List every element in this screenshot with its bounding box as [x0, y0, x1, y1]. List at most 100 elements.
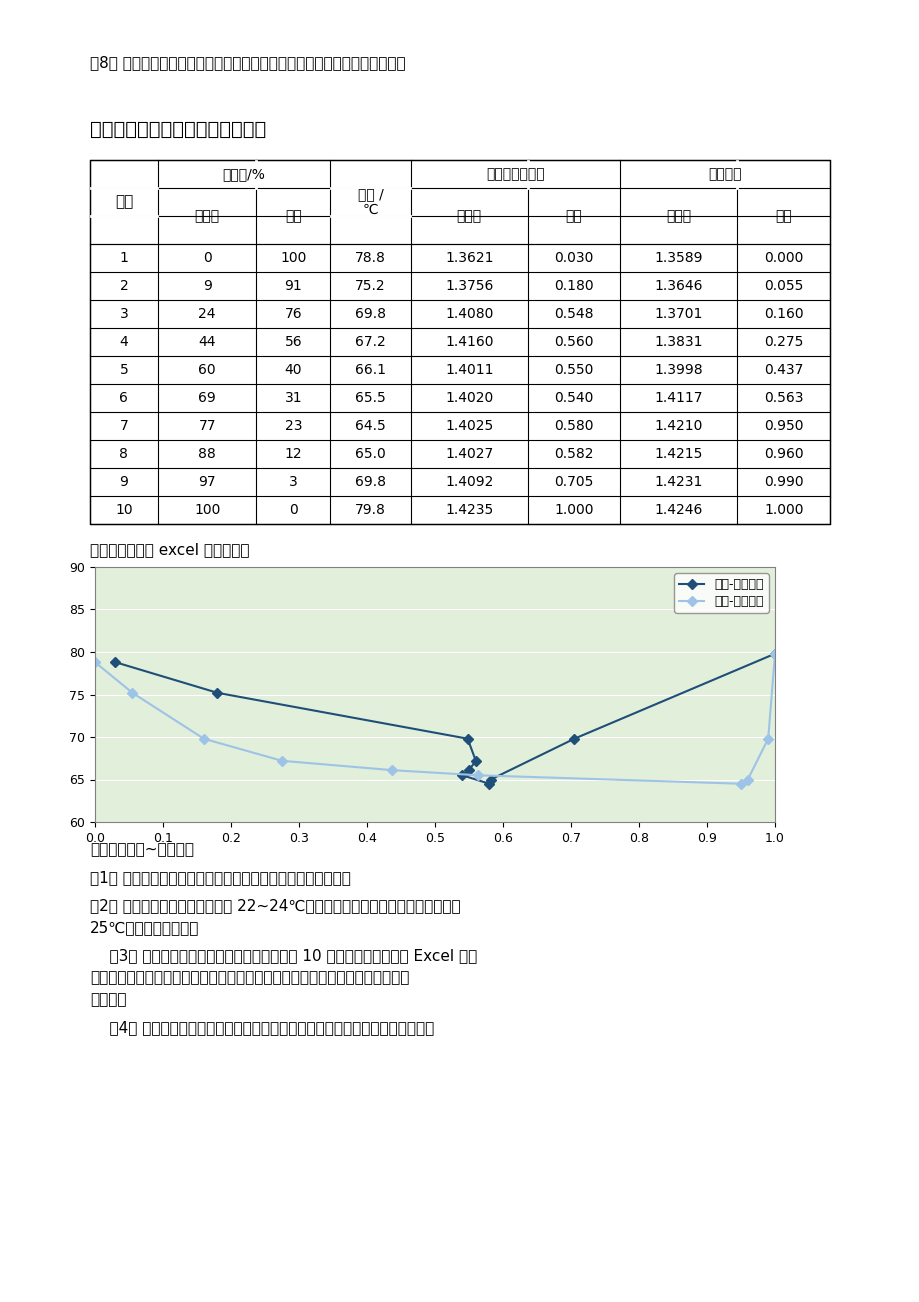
Text: 24: 24: [199, 307, 216, 322]
Text: 75.2: 75.2: [355, 279, 385, 293]
Text: 0.705: 0.705: [554, 475, 593, 490]
Text: 91: 91: [284, 279, 302, 293]
Text: 88: 88: [199, 447, 216, 461]
Text: 1.4080: 1.4080: [445, 307, 493, 322]
Text: （8） 用同样的方法，测定其他沸点仪中的溶液沸点、馏液和母液的折光率。: （8） 用同样的方法，测定其他沸点仪中的溶液沸点、馏液和母液的折光率。: [90, 55, 405, 70]
沸点-液相组成: [471, 767, 482, 783]
Text: 1.000: 1.000: [763, 503, 802, 517]
Text: 64.5: 64.5: [355, 419, 386, 434]
Text: 5: 5: [119, 363, 128, 378]
Text: 8: 8: [119, 447, 129, 461]
Text: 乙醇: 乙醇: [285, 210, 301, 223]
Line: 沸点-液相组成: 沸点-液相组成: [91, 650, 777, 788]
沸点-气相组成: [483, 776, 494, 792]
Text: 1.3831: 1.3831: [654, 335, 702, 349]
Text: 69.8: 69.8: [355, 475, 386, 490]
Text: 69.8: 69.8: [355, 307, 386, 322]
Bar: [90, 160, 829, 523]
沸点-液相组成: [742, 772, 753, 788]
沸点-液相组成: [762, 730, 773, 746]
沸点-液相组成: [127, 685, 138, 700]
Text: 66.1: 66.1: [355, 363, 386, 378]
Text: 2: 2: [119, 279, 128, 293]
Text: 折光率: 折光率: [456, 210, 482, 223]
Text: 67.2: 67.2: [355, 335, 386, 349]
Text: 1.3646: 1.3646: [654, 279, 702, 293]
Text: 9: 9: [202, 279, 211, 293]
Text: 25℃时的数据为基准。: 25℃时的数据为基准。: [90, 921, 199, 935]
Text: 10: 10: [115, 503, 132, 517]
沸点-液相组成: [89, 655, 100, 671]
Text: 76: 76: [284, 307, 302, 322]
Text: 0.990: 0.990: [763, 475, 802, 490]
Text: （1） 实验中气压与标准大气压不等，配制溶液时浓度不精确。: （1） 实验中气压与标准大气压不等，配制溶液时浓度不精确。: [90, 870, 350, 885]
Text: 56: 56: [284, 335, 302, 349]
Text: 1: 1: [119, 251, 129, 266]
Text: 1.3998: 1.3998: [654, 363, 702, 378]
Text: 1.4092: 1.4092: [445, 475, 493, 490]
Text: 7: 7: [119, 419, 128, 434]
Text: 行相连。: 行相连。: [90, 992, 127, 1006]
Text: 3: 3: [289, 475, 298, 490]
Text: 0.275: 0.275: [764, 335, 802, 349]
Text: 0.580: 0.580: [554, 419, 593, 434]
Legend: 沸点-气相组成, 沸点-液相组成: 沸点-气相组成, 沸点-液相组成: [674, 573, 768, 613]
Line: 沸点-气相组成: 沸点-气相组成: [112, 650, 777, 788]
Text: 1.4246: 1.4246: [654, 503, 702, 517]
Text: 沸点 /
℃: 沸点 / ℃: [357, 187, 383, 217]
Text: 0.560: 0.560: [554, 335, 593, 349]
沸点-液相组成: [768, 646, 779, 661]
Text: 0.548: 0.548: [554, 307, 593, 322]
Text: 数据时，不能用拟合法进行曲线拟合，而只时简单用平滑的曲线将点与点之间进: 数据时，不能用拟合法进行曲线拟合，而只时简单用平滑的曲线将点与点之间进: [90, 970, 409, 986]
沸点-气相组成: [461, 730, 472, 746]
沸点-气相组成: [211, 685, 222, 700]
沸点-液相组成: [386, 763, 397, 779]
Text: 65.5: 65.5: [355, 391, 386, 405]
Text: 1.4160: 1.4160: [445, 335, 493, 349]
Text: 69: 69: [199, 391, 216, 405]
Text: 1.4027: 1.4027: [445, 447, 493, 461]
沸点-气相组成: [109, 655, 120, 671]
Text: 1.4235: 1.4235: [445, 503, 493, 517]
Text: 44: 44: [199, 335, 216, 349]
Text: 0.540: 0.540: [554, 391, 593, 405]
Text: 0: 0: [202, 251, 211, 266]
Text: 液相分析: 液相分析: [708, 167, 741, 181]
Text: 40: 40: [285, 363, 302, 378]
Text: 100: 100: [194, 503, 221, 517]
沸点-气相组成: [768, 646, 779, 661]
Text: 31: 31: [284, 391, 302, 405]
Text: 0.582: 0.582: [554, 447, 593, 461]
Text: 97: 97: [199, 475, 216, 490]
沸点-气相组成: [456, 767, 467, 783]
Text: 0.030: 0.030: [554, 251, 593, 266]
Text: 1.3589: 1.3589: [654, 251, 702, 266]
Text: 3: 3: [119, 307, 128, 322]
沸点-气相组成: [568, 730, 579, 746]
Text: 气相冷凝液分析: 气相冷凝液分析: [485, 167, 544, 181]
Text: 79.8: 79.8: [355, 503, 386, 517]
沸点-气相组成: [463, 763, 474, 779]
Text: （4） 实验中，由于对加热套电压大小控制得不够好，至少在得到沸点温度时可: （4） 实验中，由于对加热套电压大小控制得不够好，至少在得到沸点温度时可: [90, 1019, 434, 1035]
Text: 60: 60: [199, 363, 216, 378]
Text: 体积比/%: 体积比/%: [222, 167, 266, 181]
沸点-液相组成: [277, 753, 288, 768]
Text: 1.4011: 1.4011: [445, 363, 493, 378]
Text: 100: 100: [280, 251, 306, 266]
Text: 1.4215: 1.4215: [654, 447, 702, 461]
Text: 0.055: 0.055: [764, 279, 802, 293]
Text: 9: 9: [119, 475, 129, 490]
Text: 1.4117: 1.4117: [654, 391, 702, 405]
Text: 0: 0: [289, 503, 298, 517]
Text: 组成: 组成: [565, 210, 582, 223]
Text: 组成: 组成: [775, 210, 791, 223]
沸点-气相组成: [484, 772, 495, 788]
沸点-气相组成: [470, 753, 481, 768]
Text: 0.550: 0.550: [554, 363, 593, 378]
Text: 1.3701: 1.3701: [654, 307, 702, 322]
Text: 78.8: 78.8: [355, 251, 386, 266]
Text: 1.4020: 1.4020: [445, 391, 493, 405]
Text: 0.563: 0.563: [763, 391, 802, 405]
Text: 0.437: 0.437: [764, 363, 802, 378]
Text: 65.0: 65.0: [355, 447, 386, 461]
